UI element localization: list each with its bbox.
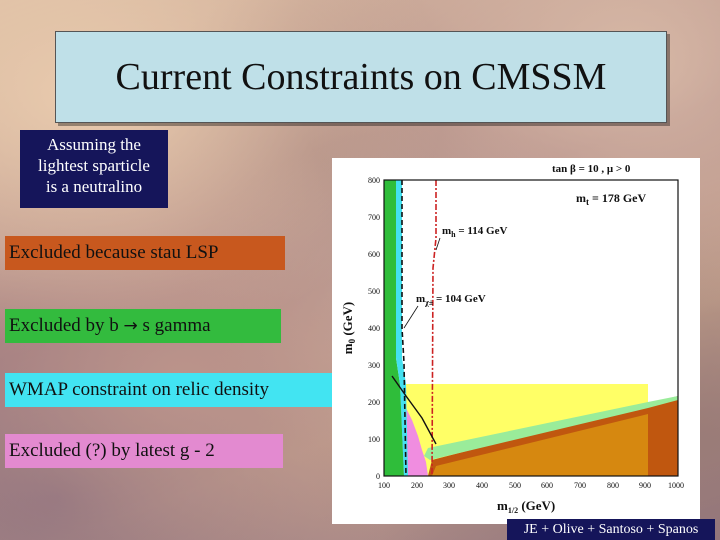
y-axis-label: m0 (GeV) — [340, 302, 357, 355]
legend-bsg-text-pre: Excluded by b — [9, 315, 119, 336]
legend-stau-lsp: Excluded because stau LSP — [5, 236, 285, 270]
y-tick-300: 300 — [368, 361, 380, 370]
x-tick-300: 300 — [443, 481, 455, 490]
x-tick-500: 500 — [509, 481, 521, 490]
y-tick-700: 700 — [368, 213, 380, 222]
y-tick-500: 500 — [368, 287, 380, 296]
mchi-pointer — [403, 305, 419, 329]
chargino-limit-line — [401, 180, 407, 477]
y-label-unit: (GeV) — [340, 302, 355, 339]
mt-label: mt = 178 GeV — [576, 191, 646, 207]
x-tick-800: 800 — [607, 481, 619, 490]
x-ticks: 100 200 300 400 500 600 700 800 900 1000 — [378, 481, 684, 490]
y-tick-0: 0 — [376, 472, 380, 481]
assumption-note: Assuming the lightest sparticle is a neu… — [20, 130, 168, 208]
svg-text:m0 (GeV): m0 (GeV) — [340, 302, 357, 355]
y-tick-100: 100 — [368, 435, 380, 444]
legend-wmap-text: WMAP constraint on relic density — [9, 379, 269, 400]
slide-title-box: Current Constraints on CMSSM — [55, 31, 667, 123]
higgs-limit-line — [431, 180, 437, 477]
author-credit: JE + Olive + Santoso + Spanos — [507, 519, 715, 540]
cmssm-plane-plot: 0 100 200 300 400 500 600 700 800 100 20… — [332, 158, 700, 524]
slide-title: Current Constraints on CMSSM — [115, 56, 607, 98]
bsg-region — [384, 180, 404, 476]
x-label-m: m — [497, 498, 508, 513]
x-tick-200: 200 — [411, 481, 423, 490]
assumption-line-3: is a neutralino — [45, 177, 143, 196]
y-ticks: 0 100 200 300 400 500 600 700 800 — [368, 176, 380, 481]
x-label-sub: 1/2 — [508, 506, 518, 515]
x-label-unit: (GeV) — [518, 498, 555, 513]
mh-label: mh = 114 GeV — [442, 225, 507, 239]
legend-stau-text: Excluded because stau LSP — [9, 242, 219, 263]
y-tick-200: 200 — [368, 398, 380, 407]
stau-lsp-inner — [432, 414, 648, 476]
legend-wmap: WMAP constraint on relic density — [5, 373, 349, 407]
y-tick-800: 800 — [368, 176, 380, 185]
mchi-label: mχ± = 104 GeV — [416, 293, 486, 307]
mh-pointer — [435, 237, 441, 251]
plot-frame — [383, 179, 679, 477]
y-tick-600: 600 — [368, 250, 380, 259]
x-tick-700: 700 — [574, 481, 586, 490]
assumption-line-1: Assuming the — [47, 135, 141, 154]
right-arrow-icon: → — [123, 316, 138, 336]
x-tick-1000: 1000 — [668, 481, 684, 490]
relic-boundary-line — [391, 375, 437, 445]
legend-g2-text: Excluded (?) by latest g - 2 — [9, 440, 215, 461]
assumption-line-2: lightest sparticle — [38, 156, 150, 175]
x-tick-900: 900 — [639, 481, 651, 490]
legend-g-minus-2: Excluded (?) by latest g - 2 — [5, 434, 283, 468]
legend-bsg-text-post: s gamma — [137, 315, 211, 336]
x-tick-600: 600 — [541, 481, 553, 490]
x-axis-label: m1/2 (GeV) — [497, 498, 555, 515]
y-tick-400: 400 — [368, 324, 380, 333]
y-label-sub: 0 — [347, 338, 357, 343]
plot-svg: 0 100 200 300 400 500 600 700 800 100 20… — [340, 163, 684, 515]
param-label: tan β = 10 , μ > 0 — [552, 163, 631, 175]
y-label-m: m — [340, 343, 355, 354]
wmap-strip — [424, 396, 678, 460]
svg-text:m1/2 (GeV): m1/2 (GeV) — [497, 498, 555, 515]
x-tick-100: 100 — [378, 481, 390, 490]
x-tick-400: 400 — [476, 481, 488, 490]
legend-b-s-gamma: Excluded by b → s gamma — [5, 309, 281, 343]
